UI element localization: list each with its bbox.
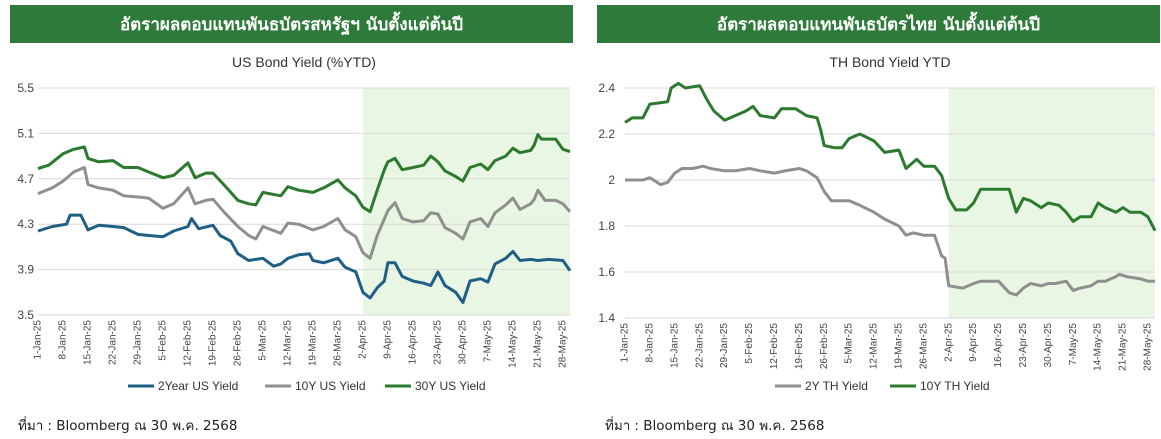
x-tick-label: 8-Jan-25: [645, 323, 656, 363]
us-source-label: ที่มา: [18, 418, 44, 434]
th-source-text: : Bloomberg ณ 30 พ.ค. 2568: [634, 418, 825, 434]
x-tick-label: 2-Apr-25: [943, 323, 954, 362]
x-tick-label: 26-Mar-25: [918, 323, 929, 370]
x-tick-label: 26-Feb-25: [819, 323, 830, 370]
legend-label: 10Y US Yield: [295, 379, 366, 393]
th-source-note: ที่มา: Bloomberg ณ 30 พ.ค. 2568: [605, 414, 828, 436]
x-tick-label: 21-May-25: [533, 320, 544, 368]
x-tick-label: 5-Feb-25: [158, 320, 169, 361]
th-yield-panel: อัตราผลตอบแทนพันธบัตรไทย นับตั้งแต่ต้นปี…: [597, 0, 1161, 439]
highlight-region: [362, 88, 570, 315]
series-line-1: [37, 213, 572, 304]
x-tick-label: 15-Jan-25: [83, 320, 94, 365]
y-tick-label: 5.5: [17, 81, 34, 95]
x-tick-label: 26-Mar-25: [333, 320, 344, 367]
x-tick-label: 1-Jan-25: [620, 323, 631, 363]
x-tick-label: 30-Apr-25: [458, 320, 469, 365]
x-tick-label: 19-Feb-25: [794, 323, 805, 370]
y-tick-label: 4.3: [17, 217, 34, 231]
x-tick-label: 19-Feb-25: [208, 320, 219, 367]
series-line-2: [624, 81, 1157, 232]
x-tick-label: 7-May-25: [483, 320, 494, 363]
y-tick-label: 2.4: [598, 81, 615, 95]
y-tick-label: 3.9: [17, 263, 34, 277]
x-tick-label: 9-Apr-25: [968, 323, 979, 362]
th-banner-title: อัตราผลตอบแทนพันธบัตรไทย นับตั้งแต่ต้นปี: [597, 5, 1160, 43]
x-tick-label: 16-Apr-25: [993, 323, 1004, 368]
x-tick-label: 5-Feb-25: [744, 323, 755, 364]
legend-entry: 10Y US Yield: [265, 379, 366, 393]
legend-entry: 2Y TH Yield: [775, 379, 868, 393]
series-line-3: [37, 133, 571, 214]
legend-label: 30Y US Yield: [415, 379, 486, 393]
us-banner-title: อัตราผลตอบแทนพันธบัตรสหรัฐฯ นับตั้งแต่ต้…: [10, 5, 573, 43]
x-tick-label: 26-Feb-25: [233, 320, 244, 367]
y-tick-label: 1.6: [598, 265, 615, 279]
legend-entry: 30Y US Yield: [385, 379, 486, 393]
x-tick-label: 14-May-25: [508, 320, 519, 368]
x-tick-label: 28-May-25: [557, 320, 568, 368]
y-tick-label: 1.4: [598, 311, 615, 325]
x-tick-label: 19-Mar-25: [308, 320, 319, 367]
x-tick-label: 12-Feb-25: [769, 323, 780, 370]
x-tick-label: 14-May-25: [1093, 323, 1104, 371]
legend-label: 10Y TH Yield: [920, 379, 990, 393]
th-source-label: ที่มา: [605, 418, 631, 434]
series-line-2: [37, 166, 572, 260]
x-tick-label: 22-Jan-25: [108, 320, 119, 365]
x-tick-label: 12-Mar-25: [869, 323, 880, 370]
chart-title: US Bond Yield (%YTD): [232, 54, 376, 70]
series-line-1: [625, 164, 1155, 297]
legend-label: 2Year US Yield: [158, 379, 238, 393]
x-tick-label: 23-Apr-25: [433, 320, 444, 365]
x-tick-label: 23-Apr-25: [1018, 323, 1029, 368]
us-yield-panel: อัตราผลตอบแทนพันธบัตรสหรัฐฯ นับตั้งแต่ต้…: [10, 0, 575, 439]
x-tick-label: 22-Jan-25: [694, 323, 705, 368]
y-tick-label: 1.8: [598, 219, 615, 233]
x-tick-label: 2-Apr-25: [358, 320, 369, 359]
x-tick-label: 21-May-25: [1118, 323, 1129, 371]
x-tick-label: 16-Apr-25: [408, 320, 419, 365]
x-tick-label: 28-May-25: [1143, 323, 1154, 371]
legend-label: 2Y TH Yield: [805, 379, 868, 393]
x-tick-label: 5-Mar-25: [258, 320, 269, 361]
y-tick-label: 3.5: [17, 308, 34, 322]
y-tick-label: 5.1: [17, 126, 34, 140]
chart-title: TH Bond Yield YTD: [829, 54, 950, 70]
x-tick-label: 12-Feb-25: [183, 320, 194, 367]
x-tick-label: 29-Jan-25: [133, 320, 144, 365]
x-tick-label: 7-May-25: [1068, 323, 1079, 366]
x-tick-label: 12-Mar-25: [283, 320, 294, 367]
x-tick-label: 15-Jan-25: [669, 323, 680, 368]
legend-entry: 2Year US Yield: [128, 379, 238, 393]
x-tick-label: 9-Apr-25: [383, 320, 394, 359]
x-tick-label: 5-Mar-25: [844, 323, 855, 364]
us-source-text: : Bloomberg ณ 30 พ.ค. 2568: [47, 418, 238, 434]
x-tick-label: 30-Apr-25: [1043, 323, 1054, 368]
x-tick-label: 8-Jan-25: [58, 320, 69, 360]
th-bond-yield-chart: TH Bond Yield YTD 1.4 1.6 1.8 2 2.2 2.4 1-Jan-2…: [598, 54, 1157, 393]
y-tick-label: 2.2: [598, 127, 615, 141]
x-tick-label: 19-Mar-25: [894, 323, 905, 370]
us-source-note: ที่มา: Bloomberg ณ 30 พ.ค. 2568: [18, 414, 241, 436]
y-tick-label: 4.7: [17, 172, 34, 186]
us-bond-yield-chart: US Bond Yield (%YTD) 3.5 3.9 4.3 4.7 5.1 5.5 1-…: [17, 54, 572, 393]
x-tick-label: 1-Jan-25: [33, 320, 44, 360]
x-tick-label: 29-Jan-25: [719, 323, 730, 368]
legend-entry: 10Y TH Yield: [890, 379, 990, 393]
y-tick-label: 2: [608, 173, 615, 187]
